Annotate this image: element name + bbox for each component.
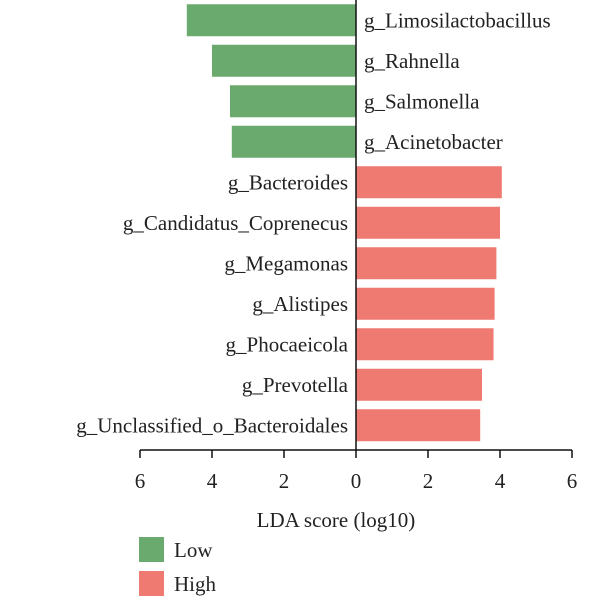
- bar-g-unclassified-o-bacteroidales: [356, 409, 481, 442]
- bar-g-salmonella: [230, 85, 356, 118]
- category-label: g_Megamonas: [224, 251, 348, 275]
- x-tick-label: 4: [495, 469, 506, 493]
- legend-label-low: Low: [174, 538, 213, 562]
- legend-swatch-high: [139, 571, 164, 596]
- bar-g-alistipes: [356, 287, 495, 320]
- x-axis: 6 4 2 0 2 4 6: [135, 449, 578, 493]
- category-label: g_Acinetobacter: [364, 130, 503, 154]
- category-label: g_Limosilactobacillus: [364, 8, 551, 32]
- x-axis-title: LDA score (log10): [257, 508, 416, 532]
- bar-g-candidatus-coprenecus: [356, 206, 500, 239]
- category-label: g_Unclassified_o_Bacteroidales: [76, 413, 348, 437]
- bar-g-megamonas: [356, 247, 497, 280]
- category-label: g_Alistipes: [252, 292, 348, 316]
- category-label: g_Candidatus_Coprenecus: [123, 211, 348, 235]
- category-labels: g_Limosilactobacillus g_Rahnella g_Salmone…: [76, 8, 550, 437]
- x-tick-label: 0: [351, 469, 362, 493]
- x-tick-label: 6: [567, 469, 578, 493]
- bar-g-limosilactobacillus: [186, 4, 356, 37]
- x-tick-label: 2: [423, 469, 434, 493]
- x-tick-label: 6: [135, 469, 146, 493]
- category-label: g_Prevotella: [242, 373, 349, 397]
- x-tick-label: 2: [279, 469, 290, 493]
- x-tick-label: 4: [207, 469, 218, 493]
- bar-g-acinetobacter: [231, 125, 356, 158]
- category-label: g_Phocaeicola: [226, 332, 349, 356]
- bar-g-bacteroides: [356, 166, 502, 199]
- bar-g-prevotella: [356, 368, 482, 401]
- legend-label-high: High: [174, 572, 217, 596]
- category-label: g_Bacteroides: [228, 170, 348, 194]
- category-label: g_Rahnella: [364, 49, 460, 73]
- legend: Low High: [139, 537, 217, 596]
- bar-g-phocaeicola: [356, 328, 494, 361]
- bars-layer: [186, 4, 502, 442]
- category-label: g_Salmonella: [364, 89, 480, 113]
- legend-swatch-low: [139, 537, 164, 562]
- bar-g-rahnella: [212, 44, 356, 77]
